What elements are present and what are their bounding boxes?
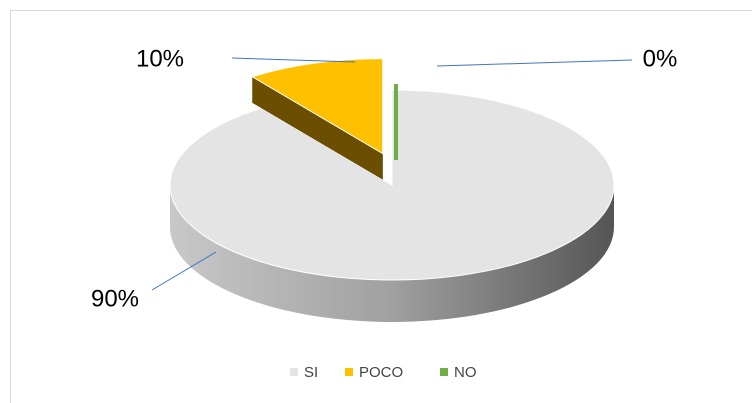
leader-line <box>436 59 633 67</box>
data-label: 10% <box>136 45 184 72</box>
data-label: 90% <box>91 285 139 312</box>
legend-swatch <box>290 368 298 376</box>
legend-label: SI <box>304 364 318 381</box>
data-label: 0% <box>643 45 678 72</box>
leader-line <box>231 57 356 63</box>
legend-swatch <box>440 368 448 376</box>
legend-label: NO <box>454 364 477 381</box>
leader-line <box>151 251 217 291</box>
slice-cut-face <box>252 76 383 180</box>
slice <box>169 89 615 281</box>
pie-side <box>170 185 614 322</box>
slice <box>251 58 384 155</box>
legend-label: POCO <box>359 364 403 381</box>
legend-swatch <box>345 368 353 376</box>
chart-border <box>10 10 752 403</box>
